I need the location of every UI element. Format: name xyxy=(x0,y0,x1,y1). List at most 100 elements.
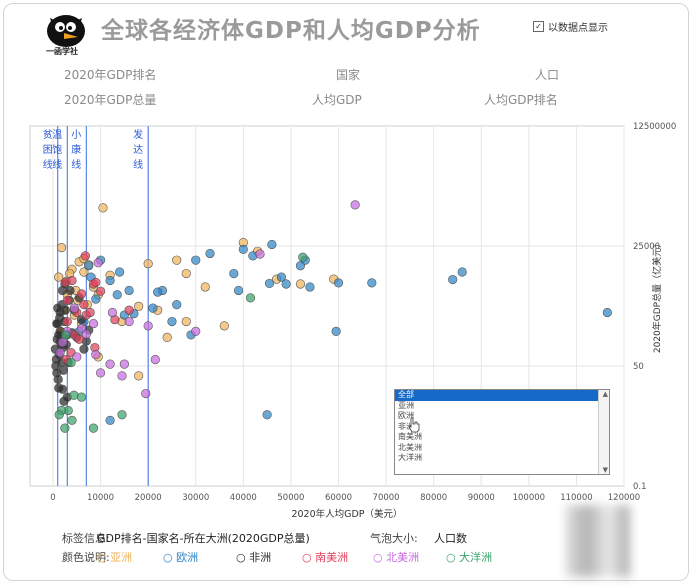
info-population-label: 人口 xyxy=(535,68,560,82)
data-point xyxy=(333,278,344,288)
data-point xyxy=(79,300,89,310)
data-point xyxy=(79,344,89,354)
data-point xyxy=(80,251,90,261)
x-tick-label: 110000 xyxy=(560,493,592,503)
legend-label: 亚洲 xyxy=(110,551,133,564)
filter-option[interactable]: 非洲 xyxy=(398,421,414,431)
legend-marker-icon: ○ xyxy=(373,551,387,564)
threshold-line-label: 温 xyxy=(52,129,62,141)
data-point xyxy=(229,268,239,279)
data-point xyxy=(60,423,70,433)
data-point xyxy=(148,303,158,313)
data-point xyxy=(219,321,229,331)
data-point xyxy=(60,305,70,315)
chart-axes: 0 10000 20000 30000 40000 50000 60000 70000 8000… xyxy=(50,122,676,520)
x-tick-label: 20000 xyxy=(135,493,162,503)
data-point xyxy=(262,410,272,420)
data-point xyxy=(115,267,125,277)
data-point xyxy=(54,272,64,282)
data-point xyxy=(52,318,62,329)
blurred-region xyxy=(566,505,630,577)
data-point xyxy=(66,357,76,368)
filter-option[interactable]: 亚洲 xyxy=(398,400,414,410)
logo-text: 一函学社 xyxy=(46,47,78,56)
x-tick-label: 50000 xyxy=(277,493,304,503)
data-point xyxy=(117,410,127,420)
filter-option[interactable]: 北美洲 xyxy=(398,442,422,452)
data-point xyxy=(141,388,151,399)
x-tick-label: 90000 xyxy=(468,493,495,503)
legend-marker-icon: ○ xyxy=(163,551,177,564)
data-point xyxy=(457,267,467,277)
legend-item: ○ 欧洲 xyxy=(163,549,198,565)
info-total-label: 2020年GDP总量 xyxy=(64,93,157,107)
legend-item: ○ 大洋洲 xyxy=(446,549,492,565)
data-point xyxy=(58,365,69,375)
y-tick-label: 12500000 xyxy=(633,122,676,132)
legend-marker-icon: ○ xyxy=(236,551,250,564)
data-point xyxy=(91,294,101,304)
threshold-line-label: 线 xyxy=(133,158,143,171)
data-point xyxy=(72,352,82,362)
data-point xyxy=(76,289,87,299)
threshold-line-label: 饱 xyxy=(52,144,62,156)
data-point xyxy=(205,248,215,259)
threshold-line-label: 线 xyxy=(43,158,53,171)
filter-option[interactable]: 全部 xyxy=(395,390,609,401)
y-axis-label: 2020年GDP总量（亿美元） xyxy=(651,239,663,353)
data-point xyxy=(143,321,153,331)
threshold-line-label: 困 xyxy=(43,144,53,156)
data-point xyxy=(88,318,99,329)
data-point xyxy=(85,307,95,318)
filter-option[interactable]: 南美洲 xyxy=(398,432,422,441)
data-point xyxy=(143,259,153,269)
threshold-line-label: 线 xyxy=(52,158,62,171)
data-point xyxy=(448,274,458,285)
scroll-down-icon[interactable]: ▼ xyxy=(602,466,608,474)
x-tick-label: 10000 xyxy=(87,493,114,503)
continent-filter-list[interactable]: 全部 亚洲 欧洲 非洲 南美洲 北美洲 大洋洲 ▲ ▼ xyxy=(394,389,610,475)
threshold-line-label: 达 xyxy=(133,144,143,156)
data-points[interactable] xyxy=(50,200,612,433)
data-point xyxy=(53,303,63,313)
show-points-checkbox[interactable]: ✓ xyxy=(533,21,544,32)
data-point xyxy=(119,359,129,369)
x-axis-label: 2020年人均GDP（美元） xyxy=(291,508,402,520)
show-points-toggle[interactable]: ✓ 以数据点显示 xyxy=(533,19,608,34)
legend-item: ○ 非洲 xyxy=(236,549,271,565)
legend-item: ○ 亚洲 xyxy=(97,549,132,565)
data-point xyxy=(172,255,182,265)
filter-option[interactable]: 大洋洲 xyxy=(398,453,422,462)
filter-option[interactable]: 欧洲 xyxy=(398,411,414,420)
data-point xyxy=(95,286,106,296)
data-point xyxy=(69,390,79,400)
data-point xyxy=(233,285,244,296)
y-tick-label: 0.1 xyxy=(633,482,647,492)
data-point xyxy=(61,330,71,340)
data-point xyxy=(79,267,89,277)
data-point xyxy=(191,326,201,337)
filter-scrollbar[interactable]: ▲ ▼ xyxy=(598,390,609,474)
threshold-line-label: 发 xyxy=(133,128,143,141)
threshold-line-label: 贫 xyxy=(43,128,53,141)
data-point xyxy=(305,282,315,292)
data-point xyxy=(112,290,122,300)
threshold-lines: 贫困线 温饱线 小康线 发达线 xyxy=(43,126,149,486)
data-point xyxy=(67,415,77,425)
data-point xyxy=(124,305,134,315)
tag-info-value: GDP排名-国家名-所在大洲(2020GDP总量) xyxy=(97,532,310,545)
data-point xyxy=(53,374,63,384)
x-tick-label: 40000 xyxy=(230,493,257,503)
data-point xyxy=(105,275,115,286)
legend-label: 大洋洲 xyxy=(459,551,493,564)
data-point xyxy=(367,278,377,288)
data-point xyxy=(281,279,291,289)
data-point xyxy=(67,275,77,286)
info-per-capita-label: 人均GDP xyxy=(312,93,362,107)
data-point xyxy=(134,301,144,311)
scroll-up-icon[interactable]: ▲ xyxy=(602,390,608,398)
data-point xyxy=(150,354,160,365)
data-point xyxy=(200,282,210,292)
legend-marker-icon: ○ xyxy=(446,551,460,564)
